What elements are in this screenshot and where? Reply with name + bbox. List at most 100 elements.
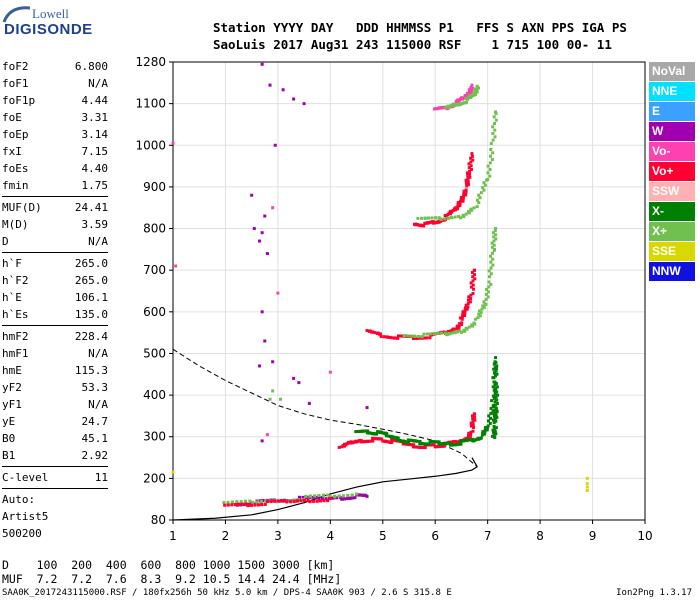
trace-point bbox=[492, 433, 496, 437]
trace-point bbox=[276, 499, 280, 503]
trace-point bbox=[413, 445, 417, 449]
trace-point bbox=[337, 445, 341, 449]
trace-point bbox=[401, 442, 405, 446]
trace-point bbox=[491, 409, 495, 413]
legend-item-sse: SSE bbox=[649, 242, 695, 261]
trace-point bbox=[396, 438, 400, 442]
trace-point bbox=[459, 195, 463, 199]
trace-point bbox=[493, 427, 497, 431]
trace-point bbox=[457, 323, 461, 327]
trace-point bbox=[366, 429, 370, 433]
trace-point bbox=[442, 442, 446, 446]
trace-point bbox=[235, 500, 239, 504]
trace-point bbox=[468, 175, 472, 179]
trace-point bbox=[493, 417, 497, 421]
trace-point bbox=[455, 326, 459, 330]
param-value: N/A bbox=[88, 235, 108, 248]
trace-point bbox=[486, 295, 490, 299]
trace-point bbox=[463, 94, 467, 98]
trace-point bbox=[461, 213, 465, 217]
trace-point bbox=[468, 438, 472, 442]
trace-point bbox=[492, 420, 496, 424]
trace-point bbox=[472, 93, 476, 97]
param-value: 265.0 bbox=[74, 274, 108, 287]
scatter-point bbox=[265, 252, 269, 256]
param-label: hmF2 bbox=[2, 330, 29, 343]
trace-point bbox=[425, 336, 429, 340]
trace-point bbox=[483, 183, 487, 187]
trace-point bbox=[459, 330, 463, 334]
trace-point bbox=[231, 500, 235, 504]
logo-line2: DIGISONDE bbox=[4, 21, 93, 38]
trace-point bbox=[470, 152, 474, 156]
scatter-point bbox=[250, 193, 254, 197]
scatter-point bbox=[171, 141, 175, 145]
trace-point bbox=[469, 167, 473, 171]
trace-point bbox=[385, 335, 389, 339]
trace-point bbox=[413, 334, 417, 338]
trace-point bbox=[461, 199, 465, 203]
param-value: 265.0 bbox=[74, 257, 108, 270]
param-label: foEs bbox=[2, 162, 29, 175]
param-row: fmin 1.75 bbox=[2, 177, 108, 194]
param-label: foF1 bbox=[2, 77, 29, 90]
scatter-point bbox=[292, 376, 296, 380]
profile-line bbox=[172, 457, 478, 521]
trace-point bbox=[494, 395, 498, 399]
trace-point bbox=[408, 334, 412, 338]
param-value: 1.75 bbox=[81, 179, 109, 192]
trace-point bbox=[331, 496, 335, 500]
trace-point bbox=[456, 207, 460, 211]
trace-point bbox=[489, 416, 493, 420]
trace-point bbox=[465, 184, 469, 188]
param-label: h`F2 bbox=[2, 274, 29, 287]
scatter-point bbox=[260, 310, 264, 314]
trace-point bbox=[487, 275, 491, 279]
trace-point bbox=[368, 439, 372, 443]
trace-point bbox=[463, 313, 467, 317]
scatter-point bbox=[276, 291, 280, 295]
scatter-point bbox=[585, 485, 589, 489]
trace-point bbox=[486, 290, 490, 294]
muf-value-row: MUF 7.2 7.2 7.6 8.3 9.2 10.5 14.4 24.4 [… bbox=[2, 572, 342, 586]
trace-point bbox=[253, 503, 257, 507]
x-tick-label: 3 bbox=[274, 529, 282, 543]
x-tick-label: 9 bbox=[589, 529, 597, 543]
trace-point bbox=[466, 435, 470, 439]
trace-point bbox=[230, 503, 234, 507]
trace-point bbox=[493, 229, 497, 233]
trace-point bbox=[239, 500, 243, 504]
param-row: M(D) 3.59 bbox=[2, 216, 108, 233]
scatter-point bbox=[174, 264, 178, 268]
param-label: D bbox=[2, 235, 9, 248]
trace-point bbox=[469, 285, 473, 289]
trace-point bbox=[456, 203, 460, 207]
trace-point bbox=[415, 439, 419, 443]
trace-point bbox=[491, 125, 495, 129]
trace-point bbox=[462, 101, 466, 105]
param-label: B1 bbox=[2, 449, 16, 462]
version-label: Ion2Png 1.3.17 bbox=[616, 588, 692, 598]
trace-point bbox=[337, 494, 341, 498]
trace-point bbox=[491, 428, 495, 432]
legend-item-nne: NNE bbox=[649, 82, 695, 101]
trace-point bbox=[489, 406, 493, 410]
trace-point bbox=[425, 332, 429, 336]
trace-point bbox=[469, 281, 473, 285]
trace-point bbox=[441, 218, 445, 222]
trace-point bbox=[226, 500, 230, 504]
trace-point bbox=[233, 503, 237, 507]
trace-point bbox=[471, 420, 475, 424]
trace-point bbox=[489, 141, 493, 145]
trace-point bbox=[471, 275, 475, 279]
trace-point bbox=[490, 245, 494, 249]
trace-point bbox=[249, 503, 253, 507]
trace-point bbox=[471, 92, 475, 96]
trace-point bbox=[491, 131, 495, 135]
trace-point bbox=[469, 432, 473, 436]
legend: NoVal NNE E W Vo- Vo+ SSW X- X+ SSE NNW bbox=[649, 62, 695, 282]
trace-point bbox=[481, 430, 485, 434]
trace-point bbox=[372, 437, 376, 441]
trace-point bbox=[472, 206, 476, 210]
trace-point bbox=[482, 181, 486, 185]
